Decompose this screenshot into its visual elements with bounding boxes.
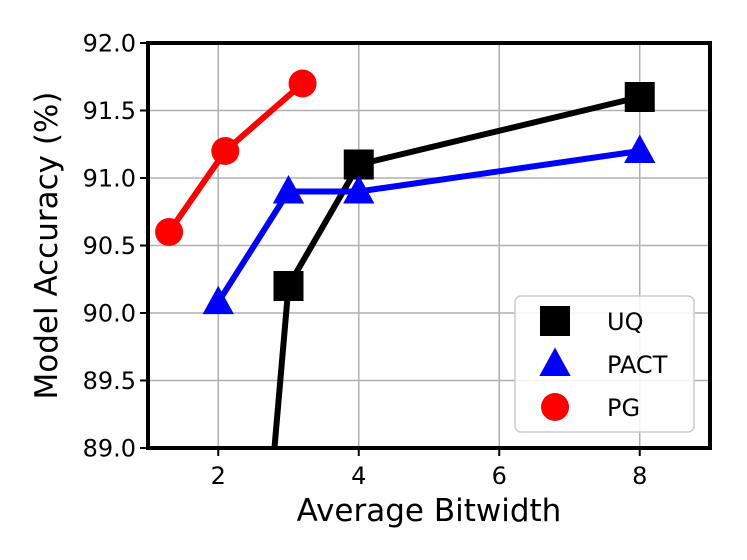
series-line-uq xyxy=(271,94,641,448)
series-layer xyxy=(155,69,656,448)
data-point-pg xyxy=(211,137,240,165)
y-tick-label: 91.0 xyxy=(83,165,136,193)
legend-marker-pg xyxy=(541,393,569,421)
x-tick-label: 2 xyxy=(211,462,226,490)
legend-label-uq: UQ xyxy=(607,308,643,336)
x-tick-label: 4 xyxy=(351,462,366,490)
data-point-pg xyxy=(288,69,317,98)
data-point-pact xyxy=(202,285,234,315)
y-tick-label: 89.5 xyxy=(83,367,136,395)
y-tick-label: 89.0 xyxy=(83,435,136,463)
y-axis-label: Model Accuracy (%) xyxy=(29,92,65,400)
x-axis-label: Average Bitwidth xyxy=(297,493,562,529)
series-line-pact xyxy=(215,148,641,304)
data-point-pg xyxy=(155,218,184,246)
legend-label-pact: PACT xyxy=(607,351,668,379)
legend-marker-pact xyxy=(539,347,571,376)
x-tick-label: 8 xyxy=(632,462,647,490)
data-point-uq xyxy=(624,82,655,112)
y-tick-label: 90.0 xyxy=(83,300,136,328)
data-point-pact xyxy=(343,175,375,204)
ticks: 2 4 6 8 89.0 89.5 90.0 90.5 91.0 91.5 92.0 xyxy=(83,30,648,491)
data-point-pact xyxy=(624,134,656,163)
y-tick-label: 92.0 xyxy=(83,30,136,58)
y-tick-label: 90.5 xyxy=(83,232,136,260)
data-point-uq xyxy=(343,149,374,180)
legend-marker-uq xyxy=(540,306,570,336)
x-tick-label: 6 xyxy=(492,462,507,490)
legend: UQ PACT PG xyxy=(514,295,695,433)
legend-label-pg: PG xyxy=(607,394,640,422)
data-point-pact xyxy=(272,175,305,204)
data-point-uq xyxy=(273,271,304,301)
y-tick-label: 91.5 xyxy=(83,97,136,125)
